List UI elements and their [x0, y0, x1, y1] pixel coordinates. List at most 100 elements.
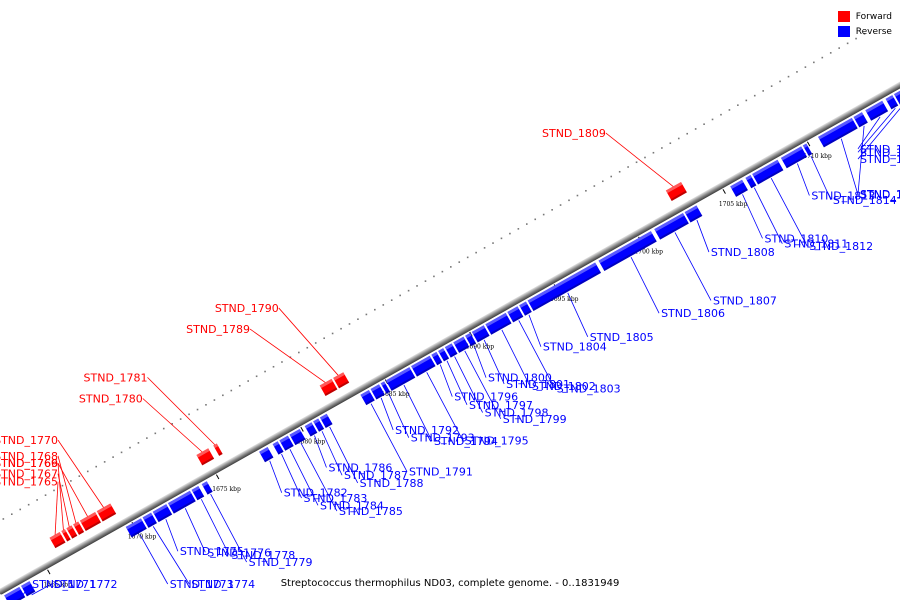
gene-stnd_1813[interactable]: [780, 146, 808, 169]
gene-label-stnd_1801[interactable]: STND_1801: [506, 378, 570, 391]
gene-label-stnd_1807[interactable]: STND_1807: [713, 294, 777, 307]
gene-label-stnd_1799[interactable]: STND_1799: [503, 413, 567, 426]
gene-stnd_1812[interactable]: [752, 159, 784, 185]
gene-label-stnd_1779[interactable]: STND_1779: [249, 556, 313, 569]
gene-stnd_1778[interactable]: [191, 486, 205, 501]
gene-stnd_1792[interactable]: [370, 384, 385, 400]
gene-label-stnd_1818[interactable]: STND_1818: [860, 146, 900, 159]
gene-stnd_1803[interactable]: [507, 306, 524, 323]
gene-stnd_1814[interactable]: [802, 143, 813, 156]
gene-stnd_1785[interactable]: [289, 428, 306, 446]
gene-label-stnd_1778[interactable]: STND_1778: [231, 549, 295, 562]
gene-stnd_1784[interactable]: [279, 435, 294, 451]
gene-label-stnd_1803[interactable]: STND_1803: [557, 382, 621, 395]
gene-label-stnd_1773[interactable]: STND_1773: [170, 578, 234, 591]
gene-label-stnd_1805[interactable]: STND_1805: [590, 331, 654, 344]
gene-stnd_1765[interactable]: [49, 532, 66, 549]
gene-label-stnd_1800[interactable]: STND_1800: [488, 372, 552, 385]
gene-stnd_1779[interactable]: [201, 481, 213, 495]
gene-stnd_1782[interactable]: [259, 447, 274, 463]
gene-stnd_1801[interactable]: [471, 325, 490, 343]
gene-stnd_1790[interactable]: [333, 372, 350, 389]
gene-stnd_1816[interactable]: [853, 112, 868, 128]
gene-stnd_1804[interactable]: [519, 301, 532, 316]
gene-stnd_1781[interactable]: [213, 443, 223, 456]
gene-label-stnd_1787[interactable]: STND_1787: [344, 469, 408, 482]
gene-label-stnd_1810[interactable]: STND_1810: [765, 232, 829, 245]
gene-label-stnd_1769[interactable]: STND_1769: [0, 457, 58, 470]
gene-label-stnd_1816[interactable]: STND_1816: [860, 188, 900, 201]
gene-stnd_1799[interactable]: [453, 336, 470, 353]
gene-label-stnd_1785[interactable]: STND_1785: [339, 505, 403, 518]
gene-label-stnd_1798[interactable]: STND_1798: [485, 407, 549, 420]
gene-label-stnd_1793[interactable]: STND_1793: [411, 432, 475, 445]
gene-stnd_1771[interactable]: [4, 586, 26, 600]
gene-label-stnd_1813[interactable]: STND_1813: [811, 189, 875, 202]
gene-stnd_1775[interactable]: [152, 504, 173, 523]
gene-label-stnd_1814[interactable]: STND_1814: [833, 194, 897, 207]
gene-stnd_1802[interactable]: [485, 312, 512, 335]
gene-label-stnd_1782[interactable]: STND_1782: [284, 487, 348, 500]
gene-stnd_1789[interactable]: [319, 378, 338, 396]
gene-label-stnd_1771[interactable]: STND_1771: [32, 578, 96, 591]
gene-label-stnd_1789[interactable]: STND_1789: [186, 323, 250, 336]
gene-stnd_1805[interactable]: [527, 262, 602, 311]
gene-stnd_1788[interactable]: [319, 413, 333, 428]
gene-stnd_1768[interactable]: [73, 521, 85, 535]
gene-label-stnd_1804[interactable]: STND_1804: [543, 341, 607, 354]
gene-stnd_1787[interactable]: [313, 418, 325, 432]
gene-label-stnd_1809[interactable]: STND_1809: [542, 127, 606, 140]
gene-stnd_1780[interactable]: [196, 448, 215, 466]
gene-stnd_1769[interactable]: [79, 512, 101, 532]
gene-stnd_1766[interactable]: [61, 529, 71, 542]
gene-stnd_1776[interactable]: [167, 490, 196, 514]
gene-label-stnd_1768[interactable]: STND_1768: [0, 450, 58, 463]
gene-label-stnd_1766[interactable]: STND_1766: [0, 457, 58, 470]
gene-label-stnd_1775[interactable]: STND_1775: [180, 545, 244, 558]
gene-stnd_1791[interactable]: [360, 389, 375, 406]
gene-stnd_1808[interactable]: [684, 205, 703, 223]
gene-label-stnd_1792[interactable]: STND_1792: [395, 424, 459, 437]
gene-stnd_1786[interactable]: [304, 422, 318, 437]
gene-stnd_1783[interactable]: [272, 441, 284, 455]
gene-label-stnd_1817[interactable]: STND_1817: [860, 143, 900, 156]
gene-stnd_1810[interactable]: [730, 179, 748, 197]
gene-label-stnd_1790[interactable]: STND_1790: [215, 302, 279, 315]
gene-label-stnd_1772[interactable]: STND_1772: [54, 578, 118, 591]
gene-label-stnd_1795[interactable]: STND_1795: [465, 434, 529, 447]
gene-label-stnd_1788[interactable]: STND_1788: [360, 477, 424, 490]
gene-stnd_1800[interactable]: [465, 332, 477, 347]
gene-stnd_1806[interactable]: [598, 231, 657, 272]
gene-label-stnd_1797[interactable]: STND_1797: [469, 399, 533, 412]
gene-stnd_1795[interactable]: [411, 355, 436, 377]
gene-stnd_1811[interactable]: [745, 174, 757, 189]
gene-stnd_1773[interactable]: [125, 518, 147, 538]
gene-label-stnd_1812[interactable]: STND_1812: [809, 240, 873, 253]
gene-label-stnd_1765[interactable]: STND_1765: [0, 476, 58, 489]
gene-label-stnd_1781[interactable]: STND_1781: [84, 371, 148, 384]
gene-label-stnd_1770[interactable]: STND_1770: [0, 434, 58, 447]
gene-stnd_1798[interactable]: [444, 343, 458, 358]
gene-label-stnd_1767[interactable]: STND_1767: [0, 468, 58, 481]
gene-stnd_1818[interactable]: [885, 95, 899, 110]
gene-label-stnd_1802[interactable]: STND_1802: [532, 380, 596, 393]
gene-label-stnd_1808[interactable]: STND_1808: [711, 246, 775, 259]
gene-stnd_1797[interactable]: [438, 348, 450, 362]
gene-stnd_1819[interactable]: [894, 89, 900, 105]
gene-label-stnd_1786[interactable]: STND_1786: [328, 462, 392, 475]
gene-label-stnd_1815[interactable]: STND_1815: [860, 189, 900, 202]
gene-stnd_1809[interactable]: [665, 181, 687, 201]
gene-stnd_1793[interactable]: [380, 381, 391, 394]
gene-label-stnd_1794[interactable]: STND_1794: [434, 435, 498, 448]
gene-stnd_1815[interactable]: [818, 117, 858, 148]
gene-label-stnd_1774[interactable]: STND_1774: [191, 578, 255, 591]
gene-label-stnd_1796[interactable]: STND_1796: [454, 391, 518, 404]
gene-stnd_1796[interactable]: [431, 351, 443, 366]
gene-stnd_1770[interactable]: [96, 503, 117, 522]
gene-label-stnd_1780[interactable]: STND_1780: [79, 393, 143, 406]
gene-stnd_1772[interactable]: [21, 581, 36, 597]
gene-label-stnd_1791[interactable]: STND_1791: [409, 466, 473, 479]
gene-stnd_1807[interactable]: [654, 213, 689, 240]
gene-label-stnd_1776[interactable]: STND_1776: [207, 546, 271, 559]
gene-label-stnd_1806[interactable]: STND_1806: [661, 307, 725, 320]
